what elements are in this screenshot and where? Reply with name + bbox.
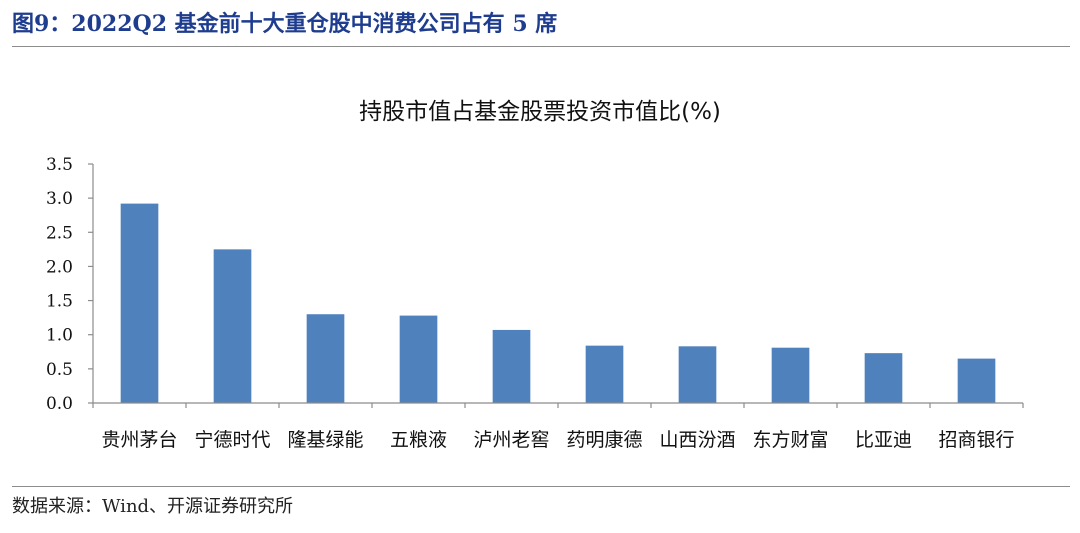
bar bbox=[306, 314, 345, 403]
x-category-label: 隆基绿能 bbox=[287, 429, 363, 451]
y-axis: 0.0 0.5 1.0 1.5 2.0 2.5 3.0 3.5 bbox=[46, 155, 94, 414]
bar bbox=[678, 346, 717, 403]
y-tick-label: 1.0 bbox=[46, 326, 73, 346]
bar bbox=[399, 315, 438, 403]
x-axis: 贵州茅台 宁德时代 隆基绿能 五粮液 泸州老窖 药明康德 山西汾酒 东方财富 比亚迪 招商银行 bbox=[92, 402, 1024, 451]
bar bbox=[771, 347, 810, 403]
y-tick-label: 3.5 bbox=[46, 155, 73, 175]
x-category-label: 招商银行 bbox=[938, 429, 1014, 451]
y-tick-label: 3.0 bbox=[46, 189, 73, 209]
x-category-label: 贵州茅台 bbox=[101, 429, 177, 451]
x-category-label: 比亚迪 bbox=[855, 429, 912, 451]
y-tick-label: 1.5 bbox=[46, 292, 73, 312]
x-category-label: 山西汾酒 bbox=[659, 429, 735, 451]
y-tick-label: 0.0 bbox=[46, 394, 73, 414]
top-divider bbox=[12, 46, 1070, 47]
data-source: 数据来源：Wind、开源证券研究所 bbox=[12, 496, 294, 517]
y-tick-label: 0.5 bbox=[46, 360, 73, 380]
bars-group bbox=[120, 203, 996, 403]
y-tick-label: 2.5 bbox=[46, 223, 73, 243]
bar bbox=[120, 203, 159, 403]
bar bbox=[213, 249, 252, 403]
x-category-label: 泸州老窖 bbox=[473, 429, 549, 451]
x-category-label: 东方财富 bbox=[752, 429, 828, 451]
y-tick-label: 2.0 bbox=[46, 257, 73, 277]
bar bbox=[492, 329, 531, 403]
bottom-divider bbox=[12, 486, 1070, 487]
x-category-label: 药明康德 bbox=[566, 429, 642, 451]
chart-title: 持股市值占基金股票投资市值比(%) bbox=[359, 99, 721, 125]
x-category-label: 宁德时代 bbox=[194, 429, 270, 451]
bar bbox=[864, 353, 903, 403]
figure-title: 图9：2022Q2 基金前十大重仓股中消费公司占有 5 席 bbox=[12, 11, 558, 37]
bar bbox=[957, 358, 996, 403]
bar bbox=[585, 345, 624, 403]
x-category-label: 五粮液 bbox=[390, 429, 447, 451]
